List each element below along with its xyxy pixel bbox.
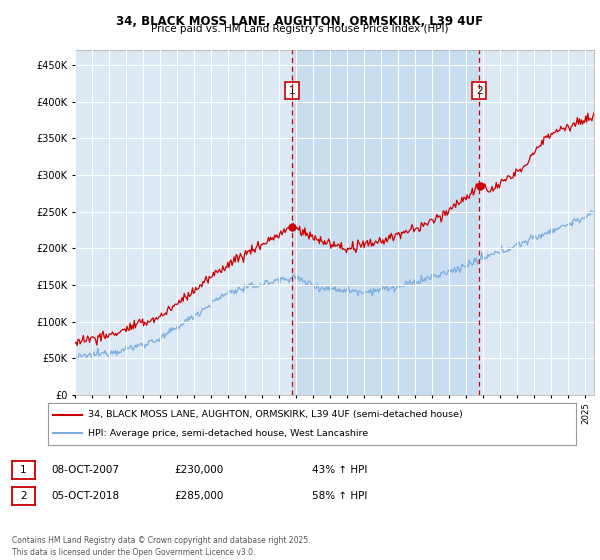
Text: 1: 1 [289,86,296,96]
Text: 58% ↑ HPI: 58% ↑ HPI [312,491,367,501]
Bar [292,50,479,395]
Text: Price paid vs. HM Land Registry's House Price Index (HPI): Price paid vs. HM Land Registry's House … [151,24,449,34]
Text: 05-OCT-2018: 05-OCT-2018 [51,491,119,501]
Text: 2: 2 [20,491,27,501]
Text: 34, BLACK MOSS LANE, AUGHTON, ORMSKIRK, L39 4UF: 34, BLACK MOSS LANE, AUGHTON, ORMSKIRK, … [116,15,484,27]
Text: Contains HM Land Registry data © Crown copyright and database right 2025.
This d: Contains HM Land Registry data © Crown c… [12,536,311,557]
Text: 43% ↑ HPI: 43% ↑ HPI [312,465,367,475]
Text: £285,000: £285,000 [174,491,223,501]
Text: 2: 2 [476,86,482,96]
Text: 08-OCT-2007: 08-OCT-2007 [51,465,119,475]
Text: £230,000: £230,000 [174,465,223,475]
Text: 34, BLACK MOSS LANE, AUGHTON, ORMSKIRK, L39 4UF (semi-detached house): 34, BLACK MOSS LANE, AUGHTON, ORMSKIRK, … [88,410,463,419]
Text: 1: 1 [20,465,27,475]
Text: HPI: Average price, semi-detached house, West Lancashire: HPI: Average price, semi-detached house,… [88,429,368,438]
